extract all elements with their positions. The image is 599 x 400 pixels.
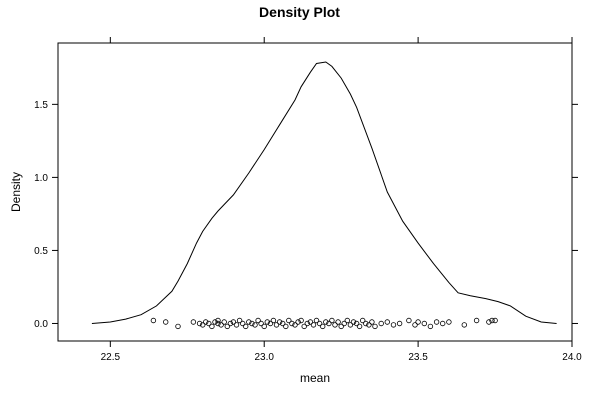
rug-point: [486, 319, 492, 325]
rug-point: [286, 317, 292, 324]
rug-point: [492, 317, 498, 324]
y-tick-label: 0.0: [34, 319, 48, 330]
rug-point: [366, 322, 372, 328]
rug-point: [384, 319, 390, 325]
rug-point: [209, 323, 215, 330]
rug-point: [230, 319, 237, 325]
rug-point: [224, 323, 230, 330]
rug-point: [246, 319, 252, 325]
rug-point: [289, 320, 295, 327]
rug-point: [353, 320, 360, 327]
rug-point: [221, 319, 227, 325]
rug-point: [270, 317, 277, 324]
rug-point: [363, 320, 369, 327]
rug-point: [212, 319, 218, 325]
rug-point: [239, 320, 246, 327]
y-tick-label: 1.0: [34, 173, 48, 184]
rug-point: [304, 320, 310, 327]
plot-frame: [57, 42, 573, 342]
rug-point: [421, 320, 427, 327]
rug-point: [396, 320, 403, 327]
rug-point: [233, 322, 240, 328]
rug-point: [344, 317, 350, 324]
rug-point: [338, 323, 344, 330]
rug-point: [332, 322, 338, 328]
rug-point: [473, 317, 480, 324]
y-tick-label: 1.5: [34, 100, 48, 111]
rug-point: [199, 322, 206, 328]
x-tick-label: 24.0: [562, 352, 582, 363]
rug-point: [301, 323, 307, 330]
axis-tick-labels: 22.5 23.0 23.5 24.0 0.0 0.5 1.0 1.5: [34, 100, 582, 363]
rug-point: [356, 323, 363, 330]
rug-point: [258, 320, 264, 327]
rug-point: [283, 323, 289, 330]
rug-point: [252, 322, 258, 328]
rug-point: [406, 317, 412, 324]
rug-point: [427, 323, 434, 330]
y-axis-label: Density: [9, 172, 23, 212]
rug-point: [350, 319, 357, 325]
x-axis-label: mean: [300, 371, 330, 385]
rug-point: [341, 320, 347, 327]
rug-point: [280, 320, 286, 327]
rug-point: [446, 319, 452, 325]
rug-point: [347, 322, 354, 328]
rug-point: [202, 319, 209, 325]
rug-point: [261, 323, 267, 330]
rug-point: [249, 320, 255, 327]
axis-ticks: [52, 37, 578, 347]
rug-point: [313, 317, 320, 324]
rug-point: [372, 323, 378, 330]
rug-point: [150, 317, 157, 324]
rug-point: [162, 319, 169, 325]
rug-point: [215, 320, 221, 327]
rug-point: [307, 319, 314, 325]
rug-point: [326, 320, 332, 327]
rug-point: [267, 320, 274, 327]
rug-point: [378, 320, 384, 327]
rug-point: [390, 322, 397, 328]
rug-point: [316, 320, 323, 327]
rug-point: [206, 320, 212, 327]
rug-point: [175, 323, 181, 330]
rug-points: [150, 317, 498, 330]
rug-point: [323, 319, 329, 325]
chart-title: Density Plot: [259, 4, 340, 20]
x-tick-label: 22.5: [101, 352, 121, 363]
rug-point: [255, 317, 261, 324]
density-curve: [91, 61, 557, 324]
rug-point: [489, 317, 495, 324]
rug-point: [292, 322, 298, 328]
rug-point: [264, 319, 270, 325]
rug-point: [329, 317, 335, 324]
rug-point: [461, 322, 467, 328]
rug-point: [295, 319, 301, 325]
rug-point: [320, 323, 326, 330]
rug-point: [335, 319, 341, 325]
rug-point: [276, 319, 283, 325]
rug-point: [215, 317, 221, 324]
x-tick-label: 23.5: [408, 352, 428, 363]
rug-point: [236, 317, 243, 324]
rug-point: [218, 322, 224, 328]
rug-point: [298, 317, 304, 324]
rug-point: [310, 322, 317, 328]
x-tick-label: 23.0: [254, 352, 274, 363]
y-tick-label: 0.5: [34, 246, 48, 257]
rug-point: [360, 317, 366, 324]
rug-point: [227, 320, 234, 327]
rug-point: [196, 320, 203, 327]
rug-point: [412, 322, 418, 328]
rug-point: [369, 319, 375, 325]
rug-point: [415, 319, 421, 325]
rug-point: [273, 322, 280, 328]
rug-point: [433, 319, 440, 325]
rug-point: [190, 319, 197, 325]
rug-point: [440, 320, 446, 327]
rug-point: [242, 323, 249, 330]
